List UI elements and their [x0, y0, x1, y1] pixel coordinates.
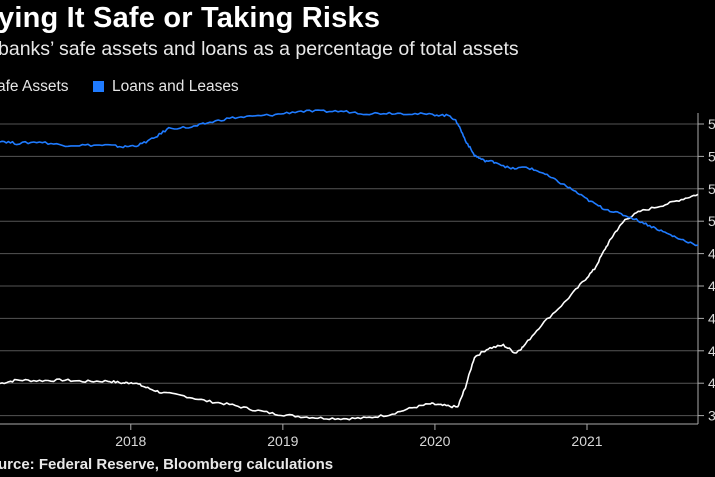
- y-tick-label: 5: [708, 116, 715, 132]
- y-tick-labels: 5 5 5 5 4 4 4 4 4 3: [708, 116, 715, 424]
- chart-title: ying It Safe or Taking Risks: [0, 2, 381, 34]
- x-tick-label: 2018: [115, 433, 146, 449]
- y-tick-label: 4: [708, 278, 715, 294]
- legend-item-safe-assets: afe Assets: [0, 78, 69, 96]
- source-note: urce: Federal Reserve, Bloomberg calcula…: [0, 456, 334, 473]
- y-tick-label: 5: [708, 213, 715, 229]
- series-line-safe-assets: [0, 193, 699, 421]
- x-tick-label: 2019: [267, 433, 298, 449]
- gridlines: [0, 123, 704, 417]
- y-tick-label: 4: [708, 246, 715, 262]
- y-tick-label: 5: [708, 181, 715, 197]
- chart-subtitle: banks’ safe assets and loans as a percen…: [0, 38, 519, 60]
- legend-swatch-loans-icon: [93, 81, 104, 92]
- y-tick-label: 4: [708, 310, 715, 326]
- y-tick-label: 5: [708, 148, 715, 164]
- axes: [0, 113, 699, 430]
- series-line-loans-and-leases: [0, 109, 699, 247]
- legend-label-loans: Loans and Leases: [112, 78, 239, 95]
- legend-item-loans-and-leases: Loans and Leases: [93, 78, 239, 96]
- y-tick-label: 4: [708, 375, 715, 391]
- y-tick-label: 4: [708, 343, 715, 359]
- x-tick-labels: 2018 2019 2020 2021: [115, 433, 603, 449]
- legend-label-safe-assets: afe Assets: [0, 78, 69, 95]
- x-tick-label: 2021: [571, 433, 602, 449]
- series-lines: [0, 109, 699, 421]
- y-tick-label: 3: [708, 408, 715, 424]
- x-tick-label: 2020: [419, 433, 450, 449]
